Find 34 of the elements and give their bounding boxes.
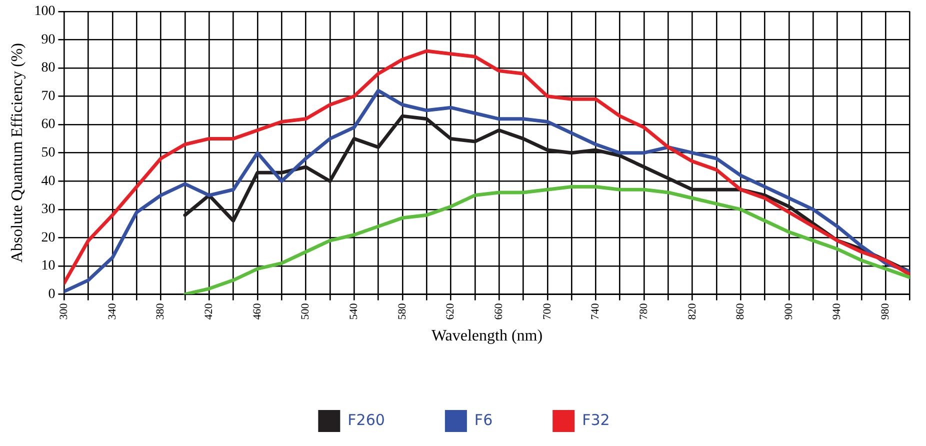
legend-label: F32 — [582, 410, 610, 429]
x-tick-label: 900 — [782, 302, 795, 320]
x-tick-label: 380 — [154, 302, 167, 320]
y-tick-label: 50 — [41, 146, 56, 161]
x-tick-label: 980 — [880, 302, 892, 320]
x-axis-title: Wavelength (nm) — [431, 328, 543, 345]
y-tick-label: 80 — [41, 60, 56, 76]
y-tick-label: 60 — [41, 117, 56, 132]
y-tick-label: 100 — [34, 4, 56, 20]
x-tick-label: 540 — [348, 302, 360, 320]
x-tick-label: 420 — [203, 302, 216, 320]
y-axis-title: Absolute Quantum Efficiency (%) — [8, 43, 26, 263]
x-tick-label: 940 — [831, 302, 844, 320]
y-tick-label: 70 — [41, 88, 56, 104]
y-tick-label: 30 — [41, 202, 56, 218]
y-tick-label: 0 — [48, 286, 56, 302]
x-tick-label: 780 — [638, 302, 650, 320]
y-tick-label: 10 — [41, 258, 56, 274]
x-tick-label: 860 — [734, 302, 747, 320]
legend-label: F260 — [348, 410, 385, 429]
x-tick-label: 820 — [686, 302, 698, 320]
x-tick-label: 340 — [106, 302, 118, 320]
x-tick-label: 740 — [590, 302, 602, 320]
x-tick-label: 620 — [444, 302, 457, 320]
x-tick-label: 580 — [396, 302, 408, 320]
x-tick-label: 460 — [251, 302, 264, 320]
legend-label: F6 — [474, 410, 493, 429]
x-tick-label: 700 — [541, 302, 554, 320]
x-tick-label: 500 — [300, 302, 312, 320]
x-tick-label: 300 — [58, 302, 70, 320]
y-tick-label: 20 — [41, 230, 56, 246]
x-tick-label: 660 — [492, 302, 505, 320]
y-tick-label: 90 — [41, 32, 56, 48]
y-tick-label: 40 — [41, 174, 56, 189]
